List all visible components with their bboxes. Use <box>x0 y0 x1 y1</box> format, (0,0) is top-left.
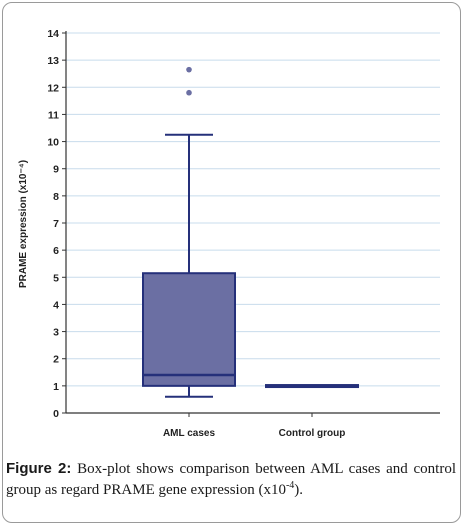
y-tick-label: 11 <box>48 109 59 121</box>
x-category-label: AML cases <box>163 428 216 439</box>
y-tick-label: 0 <box>53 408 59 420</box>
caption-label: Figure 2: <box>6 460 72 477</box>
y-tick-label: 7 <box>53 218 59 230</box>
figure-frame <box>2 2 461 523</box>
outlier-point <box>186 89 192 96</box>
caption-text: Box-plot shows comparison between AML ca… <box>6 461 457 498</box>
outlier-point <box>186 66 192 73</box>
y-tick-label: 9 <box>53 164 59 176</box>
y-tick-label: 8 <box>53 191 59 203</box>
grid-lines <box>66 32 440 387</box>
x-axis: AML cases Control group <box>66 412 440 439</box>
boxes-layer <box>142 66 359 398</box>
y-tick-label: 10 <box>47 137 59 149</box>
y-tick-label: 5 <box>53 272 59 284</box>
y-axis-title: PRAME expression (x10⁻⁴) <box>18 160 29 288</box>
y-tick-label: 6 <box>53 245 59 257</box>
y-tick-label: 1 <box>53 381 59 393</box>
box <box>142 272 236 387</box>
caption-exponent: -4 <box>285 480 295 491</box>
caption-text-end: ). <box>294 482 304 498</box>
y-tick-label: 2 <box>53 354 59 366</box>
x-category-label: Control group <box>279 428 346 439</box>
y-tick-label: 14 <box>47 28 59 40</box>
y-tick-label: 4 <box>53 299 59 311</box>
figure-caption: Figure 2: Box-plot shows comparison betw… <box>6 458 456 501</box>
y-tick-label: 3 <box>53 327 59 339</box>
y-tick-label: 12 <box>47 82 59 94</box>
y-tick-label: 13 <box>47 55 59 67</box>
